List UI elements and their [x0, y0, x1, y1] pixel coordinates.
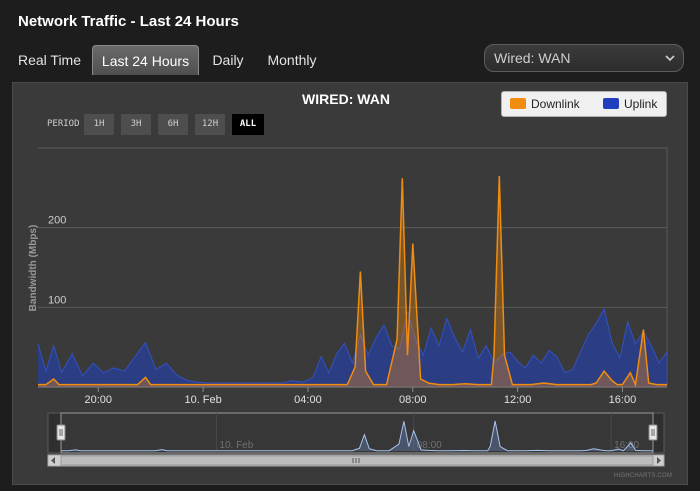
legend-label-uplink: Uplink	[624, 97, 658, 111]
legend-item-downlink[interactable]: Downlink	[510, 92, 580, 116]
y-axis-label: Bandwidth (Mbps)	[28, 225, 39, 312]
grid-layer: 100 200	[38, 147, 668, 388]
tab-monthly[interactable]: Monthly	[267, 52, 317, 68]
period-button-1h[interactable]: 1H	[84, 114, 114, 135]
window-title: Network Traffic - Last 24 Hours	[18, 13, 239, 30]
credits: HIGHCHARTS.COM	[614, 473, 673, 479]
interface-select-value: Wired: WAN	[494, 50, 571, 66]
navigator-handle-left[interactable]	[56, 424, 66, 441]
uplink-swatch	[603, 98, 619, 109]
x-tick-label: 16:00	[609, 394, 637, 406]
period-label: PERIOD	[47, 119, 80, 129]
legend-item-uplink[interactable]: Uplink	[603, 92, 657, 116]
interface-select[interactable]: Wired: WAN	[484, 44, 684, 72]
navigator-handle-right[interactable]	[648, 424, 658, 441]
chart-legend: Downlink Uplink	[501, 91, 667, 117]
x-tick-label: 08:00	[399, 394, 427, 406]
navigator-label: 10. Feb	[219, 440, 253, 451]
x-axis: 20:00 10. Feb 04:00 08:00 12:00 16:00	[85, 387, 637, 406]
series-layer	[37, 175, 668, 388]
chevron-down-icon	[665, 55, 675, 62]
tab-real-time[interactable]: Real Time	[17, 52, 82, 68]
tab-daily[interactable]: Daily	[212, 52, 244, 68]
uplink-area	[38, 308, 667, 387]
navigator[interactable]: 10. Feb 08:00 16:00	[47, 412, 665, 467]
navigator-label: 16:00	[614, 440, 639, 451]
navigator-label: 08:00	[417, 440, 442, 451]
x-tick-label: 12:00	[504, 394, 532, 406]
navigator-line	[61, 420, 653, 452]
period-button-all[interactable]: ALL	[232, 114, 264, 135]
x-tick-label: 20:00	[85, 394, 113, 406]
uplink-line	[37, 307, 668, 384]
legend-label-downlink: Downlink	[531, 97, 580, 111]
downlink-swatch	[510, 98, 526, 109]
period-button-6h[interactable]: 6H	[158, 114, 188, 135]
downlink-line	[38, 175, 667, 388]
x-tick-label: 04:00	[294, 394, 322, 406]
period-button-3h[interactable]: 3H	[121, 114, 151, 135]
scroll-left-arrow-icon[interactable]	[51, 457, 55, 464]
y-tick-label: 100	[48, 294, 66, 306]
scrollbar-thumb[interactable]	[60, 455, 654, 466]
navigator-background	[47, 412, 665, 454]
y-tick-label: 200	[48, 215, 66, 227]
scroll-right-arrow-icon[interactable]	[657, 457, 661, 464]
navigator-selection[interactable]	[60, 412, 654, 454]
x-tick-label: 10. Feb	[184, 394, 221, 406]
chart-title: WIRED: WAN	[302, 91, 390, 107]
tab-last-24-hours[interactable]: Last 24 Hours	[92, 45, 199, 75]
period-button-12h[interactable]: 12H	[195, 114, 225, 135]
downlink-area	[38, 175, 667, 387]
